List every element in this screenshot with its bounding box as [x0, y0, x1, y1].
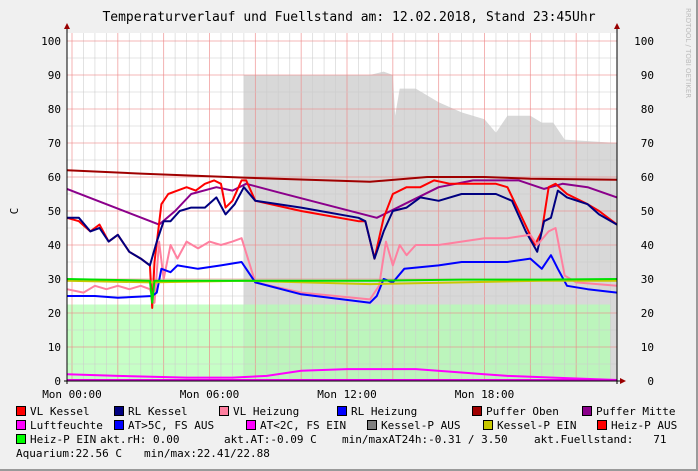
- legend-swatch: [472, 406, 482, 416]
- y-tick-label-left: 90: [48, 69, 61, 82]
- info-aquarium-minmax: min/max:22.41/22.88: [144, 447, 270, 460]
- legend-swatch: [16, 420, 26, 430]
- y-tick-label-left: 30: [48, 273, 61, 286]
- legend-swatch: [597, 420, 607, 430]
- legend-label: Kessel-P EIN: [497, 419, 577, 432]
- area-heiz-p-ein: [66, 304, 611, 381]
- legend-label: Puffer Oben: [486, 405, 559, 418]
- x-tick-label: Mon 00:00: [42, 388, 102, 400]
- legend-label: VL Heizung: [233, 405, 300, 418]
- info-aquarium: Aquarium:22.56 C: [16, 447, 122, 460]
- y-tick-label-left: 40: [48, 239, 61, 252]
- legend-swatch: [337, 406, 347, 416]
- x-axis-arrow: [620, 378, 626, 384]
- legend-label: Heiz-P AUS: [611, 419, 678, 432]
- y-tick-label-right: 100: [634, 35, 654, 48]
- legend-swatch: [367, 420, 377, 430]
- legend-row-1: VL Kessel RL Kessel VL Heizung RL Heizung Pu…: [16, 405, 696, 418]
- y-tick-label-right: 10: [641, 341, 654, 354]
- legend-swatch: [114, 406, 124, 416]
- legend-item: VL Heizung: [219, 405, 299, 418]
- legend-label: Heiz-P EIN: [30, 433, 97, 446]
- y-tick-label-left: 60: [48, 171, 61, 184]
- y-tick-label-right: 50: [641, 205, 654, 218]
- chart-title: Temperaturverlauf und Fuellstand am: 12.…: [102, 10, 595, 25]
- info-minmax-24h: min/maxAT24h:-0.31 / 3.50: [342, 433, 508, 446]
- legend-row-3: Heiz-P EIN akt.rH: 0.00 akt.AT:-0.09 C min/…: [16, 433, 696, 446]
- legend-item: RL Kessel: [114, 405, 188, 418]
- chart: 0 0 10 10 20 20 30 30 40 40 50 50 60 60 70 70 80 80 90 90 10…: [8, 8, 692, 400]
- x-tick-label: Mon 18:00: [455, 388, 515, 400]
- series-luftfeuchte: [66, 368, 617, 381]
- legend-swatch: [114, 420, 124, 430]
- legend-item: Kessel-P AUS: [367, 419, 460, 432]
- legend-item: Luftfeuchte: [16, 419, 103, 432]
- legend-item: AT>5C, FS AUS: [114, 419, 214, 432]
- legend-item: Puffer Mitte: [582, 405, 675, 418]
- y-axis-arrow-left: [64, 23, 70, 29]
- legend-swatch: [16, 434, 26, 444]
- legend-item: Kessel-P EIN: [483, 419, 576, 432]
- series-puffer-mitte: [66, 179, 618, 226]
- y-tick-label-left: 70: [48, 137, 61, 150]
- y-tick-label-right: 0: [647, 375, 654, 388]
- legend-label: RL Kessel: [128, 405, 188, 418]
- legend-label: AT>5C, FS AUS: [128, 419, 215, 432]
- legend-swatch: [219, 406, 229, 416]
- y-tick-label-right: 40: [641, 239, 654, 252]
- legend-item: Heiz-P AUS: [597, 419, 677, 432]
- legend-label: Puffer Mitte: [596, 405, 676, 418]
- y-tick-label-left: 80: [48, 103, 61, 116]
- legend-swatch: [582, 406, 592, 416]
- y-tick-label-right: 80: [641, 103, 654, 116]
- legend-label: AT<2C, FS EIN: [260, 419, 347, 432]
- legend-item: Puffer Oben: [472, 405, 559, 418]
- area-kessel-p-aus: [243, 71, 617, 381]
- legend-label: Kessel-P AUS: [381, 419, 461, 432]
- legend-row-2: Luftfeuchte AT>5C, FS AUS AT<2C, FS EIN Kes…: [16, 419, 696, 432]
- legend-item: RL Heizung: [337, 405, 417, 418]
- x-tick-label: Mon 06:00: [180, 388, 240, 400]
- y-tick-label-left: 10: [48, 341, 61, 354]
- y-tick-label-right: 60: [641, 171, 654, 184]
- legend-swatch: [16, 406, 26, 416]
- y-tick-label-right: 70: [641, 137, 654, 150]
- watermark: RRDTOOL / TOBI OETIKER: [684, 8, 692, 98]
- y-tick-label-right: 90: [641, 69, 654, 82]
- legend-label: VL Kessel: [30, 405, 90, 418]
- legend-row-4: Aquarium:22.56 C min/max:22.41/22.88: [16, 447, 696, 460]
- y-tick-label-right: 20: [641, 307, 654, 320]
- series-puffer-oben: [66, 169, 617, 183]
- legend-swatch: [246, 420, 256, 430]
- legend-item: AT<2C, FS EIN: [246, 419, 346, 432]
- legend-item: VL Kessel: [16, 405, 90, 418]
- legend-label: RL Heizung: [351, 405, 418, 418]
- legend-item: Heiz-P EIN: [16, 433, 96, 446]
- series-heiz-p-ein: [66, 278, 617, 304]
- y-axis-arrow-right: [614, 23, 620, 29]
- y-tick-label-left: 50: [48, 205, 61, 218]
- y-tick-label-left: 20: [48, 307, 61, 320]
- legend-label: Luftfeuchte: [30, 419, 103, 432]
- y-tick-label-left: 100: [41, 35, 61, 48]
- info-fuellstand: akt.Fuellstand: 71: [534, 433, 667, 446]
- x-tick-label: Mon 12:00: [317, 388, 377, 400]
- info-at: akt.AT:-0.09 C: [224, 433, 317, 446]
- y-tick-label-right: 30: [641, 273, 654, 286]
- y-axis-label: C: [8, 208, 21, 215]
- series-rl-heizung: [66, 254, 618, 304]
- legend-swatch: [483, 420, 493, 430]
- info-rh: akt.rH: 0.00: [100, 433, 180, 446]
- y-tick-label-left: 0: [54, 375, 61, 388]
